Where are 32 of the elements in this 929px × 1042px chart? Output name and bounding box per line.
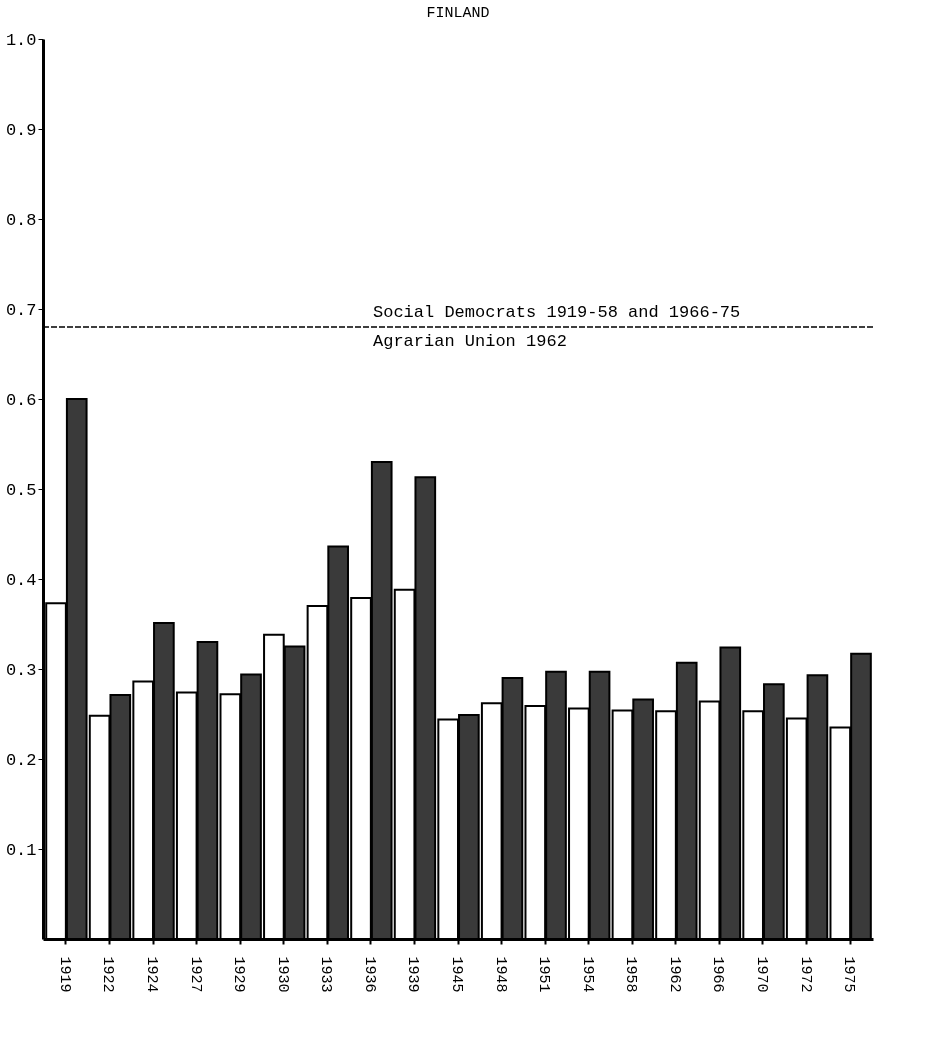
x-tick-label: 1939 (404, 956, 422, 993)
y-tick-label: 0.2 (5, 750, 37, 770)
x-tick-label: 1919 (55, 956, 73, 993)
x-tick-label: 1930 (273, 956, 291, 993)
x-tick-label: 1924 (143, 956, 161, 993)
x-tick-label: 1972 (796, 956, 814, 993)
y-tick-label: 0.1 (5, 840, 37, 860)
chart-title: FINLAND (426, 5, 490, 22)
y-tick-label: 0.9 (5, 120, 37, 140)
y-tick-label: 0.3 (5, 660, 37, 680)
x-tick-label: 1954 (578, 956, 596, 993)
y-tick-label: 0.6 (5, 390, 37, 410)
x-tick-label: 1933 (317, 956, 335, 993)
annotation: Agrarian Union 1962 (373, 332, 567, 351)
x-tick-label: 1970 (752, 956, 770, 993)
ref-line-label: Social Democrats 1919-58 and 1966-75 (373, 303, 741, 322)
x-tick-label: 1945 (448, 956, 465, 993)
y-tick-label: 0.7 (5, 300, 37, 320)
y-tick-label: 0.5 (5, 480, 37, 500)
x-tick-label: 1927 (186, 956, 204, 993)
x-tick-label: 1962 (665, 956, 683, 993)
x-tick-label: 1951 (535, 956, 553, 993)
y-tick-label: 0.8 (5, 210, 37, 230)
y-tick-label: 0.4 (5, 570, 37, 590)
x-tick-label: 1922 (99, 956, 117, 993)
x-tick-label: 1948 (491, 956, 509, 993)
x-tick-label: 1966 (709, 956, 727, 993)
x-tick-label: 1958 (622, 956, 640, 993)
x-tick-label: 1975 (840, 956, 858, 993)
x-tick-label: 1936 (360, 956, 378, 993)
x-tick-label: 1929 (230, 956, 248, 993)
y-tick-label: 1.0 (5, 30, 37, 50)
